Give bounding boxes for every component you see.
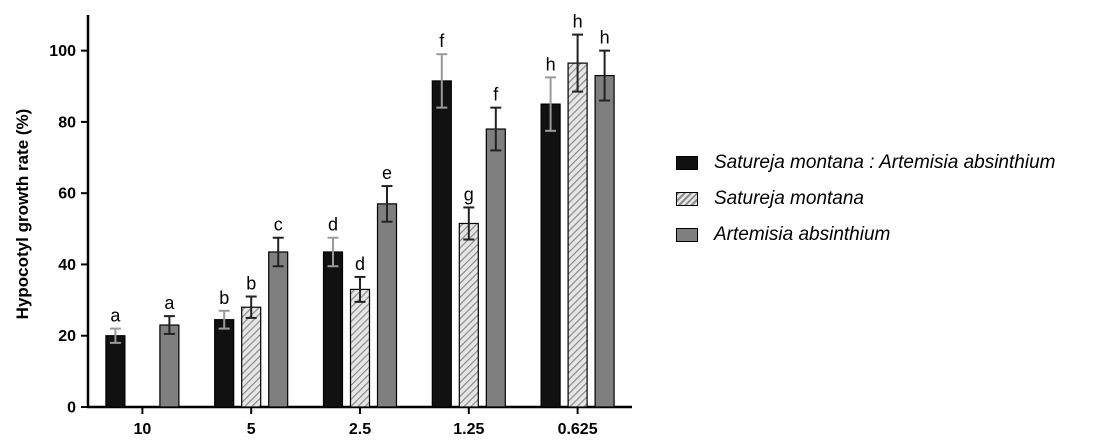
- y-axis-title: Hypocotyl growth rate (%): [13, 109, 32, 320]
- significance-letter: h: [546, 54, 556, 74]
- bar: [268, 251, 289, 408]
- significance-letter: f: [439, 31, 445, 51]
- significance-letter: d: [355, 254, 365, 274]
- significance-letter: h: [600, 28, 610, 48]
- chart-legend: Satureja montana : Artemisia absinthium …: [676, 145, 1055, 253]
- significance-letter: h: [573, 12, 583, 32]
- significance-letter: e: [382, 163, 392, 183]
- x-tick-label: 2.5: [349, 421, 371, 438]
- legend-swatch-satureja: [676, 192, 698, 206]
- bar: [567, 62, 588, 408]
- y-tick-label: 60: [58, 186, 76, 203]
- legend-item-blend: Satureja montana : Artemisia absinthium: [676, 145, 1055, 181]
- x-tick-label: 5: [247, 421, 256, 438]
- bar: [214, 319, 235, 408]
- significance-letter: d: [328, 215, 338, 235]
- significance-letter: c: [274, 215, 283, 235]
- bar: [431, 80, 452, 408]
- x-tick-label: 10: [134, 421, 152, 438]
- x-tick-label: 0.625: [558, 421, 598, 438]
- legend-label-artemisia: Artemisia absinthium: [714, 224, 891, 245]
- legend-item-artemisia: Artemisia absinthium: [676, 217, 1055, 253]
- y-tick-label: 0: [67, 400, 76, 417]
- significance-letter: g: [464, 184, 474, 204]
- bar: [458, 222, 479, 408]
- bar: [376, 203, 398, 408]
- bar: [105, 335, 126, 408]
- y-tick-label: 80: [58, 114, 76, 131]
- significance-letter: a: [110, 306, 121, 326]
- significance-letter: b: [246, 274, 256, 294]
- x-tick-label: 1.25: [453, 421, 484, 438]
- y-tick-label: 20: [58, 328, 76, 345]
- bar: [485, 128, 506, 408]
- legend-label-satureja: Satureja montana: [714, 188, 864, 209]
- bar: [322, 251, 344, 408]
- bar: [349, 288, 371, 408]
- bar: [159, 324, 180, 408]
- legend-swatch-blend: [676, 156, 698, 170]
- legend-item-satureja: Satureja montana: [676, 181, 1055, 217]
- significance-letter: b: [219, 288, 229, 308]
- bar: [540, 103, 561, 408]
- y-tick-label: 100: [49, 43, 76, 60]
- bar-chart: 02040608010010aa5bbc2.5dde1.25fgf0.625hh…: [13, 12, 632, 438]
- legend-label-blend: Satureja montana : Artemisia absinthium: [714, 152, 1056, 173]
- bar: [594, 74, 615, 408]
- significance-letter: a: [164, 293, 175, 313]
- significance-letter: f: [493, 85, 499, 105]
- y-tick-label: 40: [58, 257, 76, 274]
- legend-swatch-artemisia: [676, 228, 698, 242]
- bar: [241, 306, 262, 408]
